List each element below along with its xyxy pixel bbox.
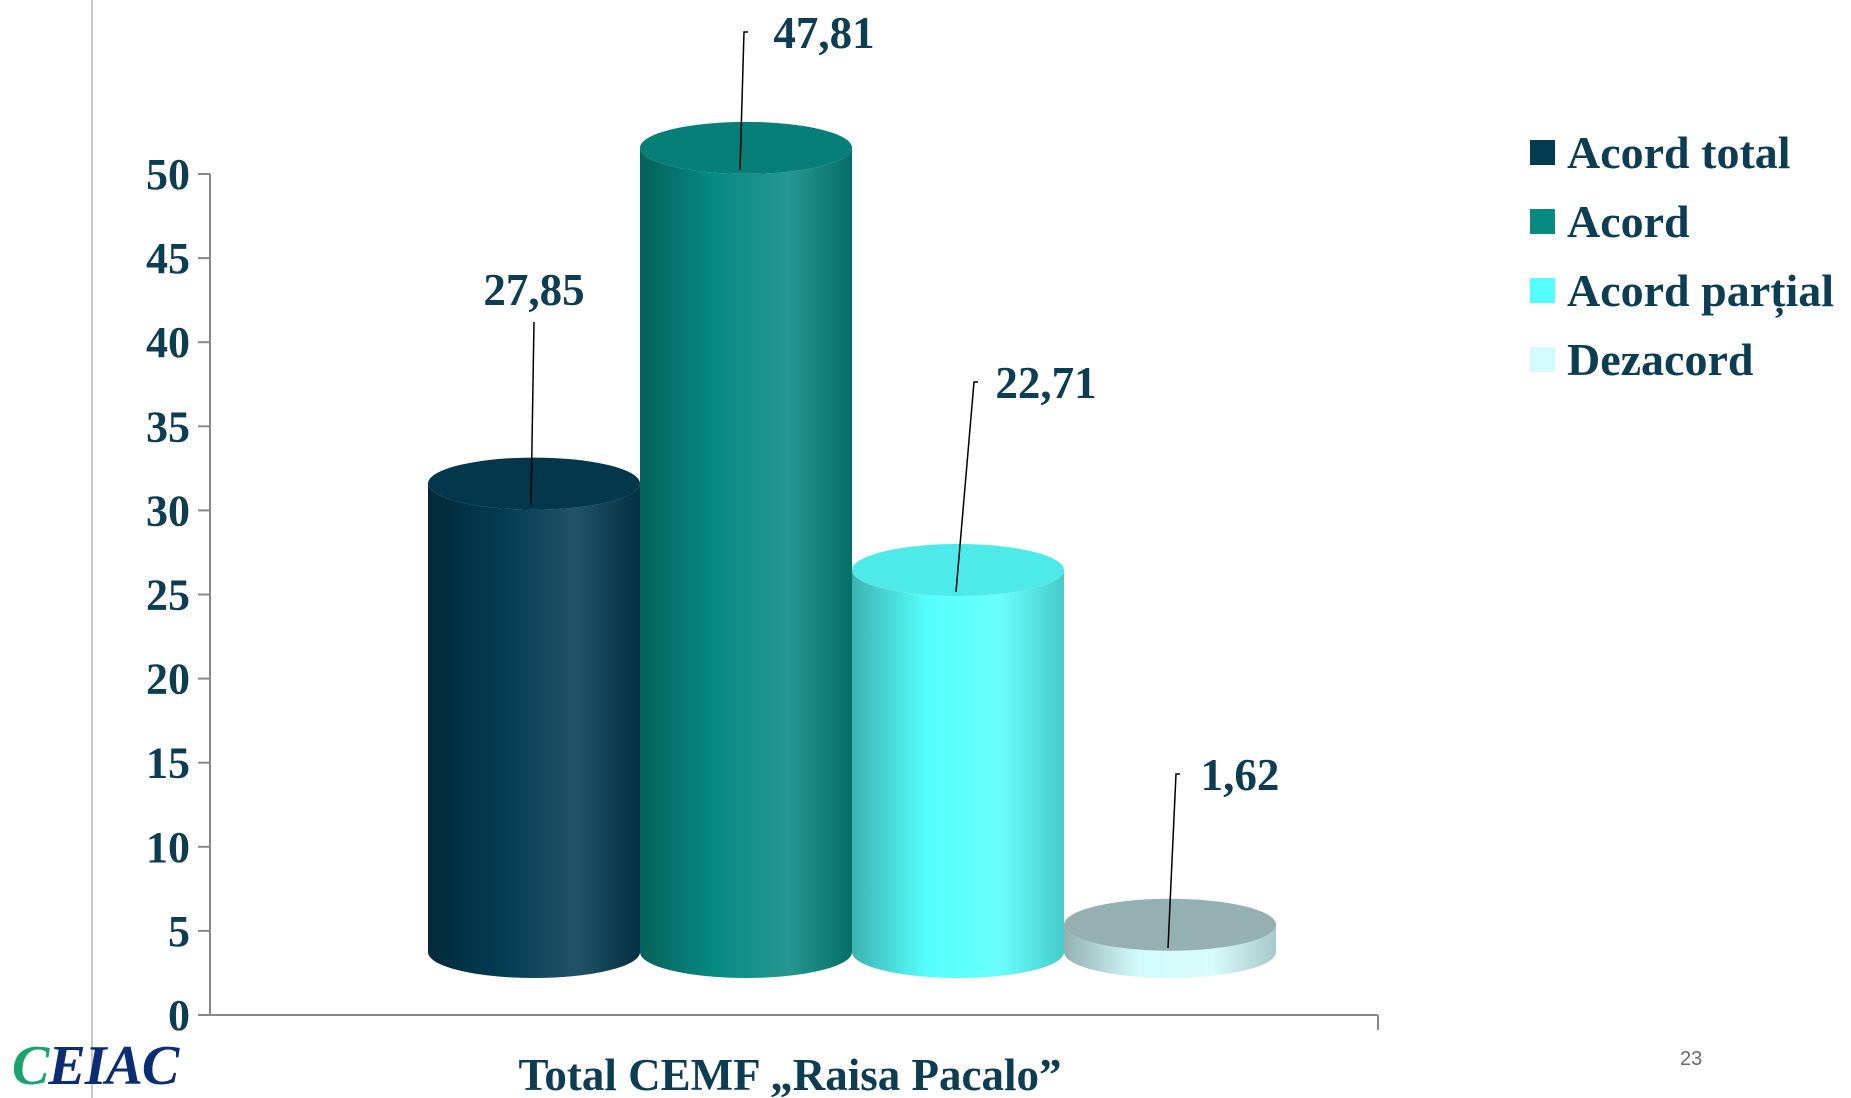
bar-body <box>1064 924 1276 978</box>
bar-top <box>1064 898 1276 951</box>
leader-line <box>1167 773 1180 949</box>
bar-top <box>640 121 852 174</box>
legend-swatch <box>1530 347 1555 372</box>
legend-item-acord-partial: Acord parțial <box>1530 256 1834 325</box>
legend-swatch <box>1530 140 1555 165</box>
legend-label: Acord parțial <box>1567 265 1835 316</box>
leader-line <box>530 321 535 506</box>
y-tick-label: 0 <box>168 991 190 1040</box>
bars: 27,85 47,81 22,71 1,62 <box>428 8 1279 978</box>
y-axis-ticks: 0 5 10 15 20 25 30 35 40 45 50 <box>146 150 210 1040</box>
data-label: 27,85 <box>483 265 584 315</box>
bar-body <box>852 570 1064 978</box>
y-tick-label: 30 <box>146 486 190 535</box>
leader-line <box>739 31 748 171</box>
data-label: 47,81 <box>773 8 874 58</box>
bar-acord: 47,81 <box>640 8 875 978</box>
ceiac-logo: CEIAC <box>12 1035 179 1097</box>
bar-acord-par-ial: 22,71 <box>852 358 1097 978</box>
data-label: 22,71 <box>995 358 1096 408</box>
legend: Acord total Acord Acord parțial Dezacord <box>1530 118 1834 394</box>
x-axis-label: Total CEMF „Raisa Pacalo” <box>519 1050 1062 1098</box>
y-tick-label: 5 <box>168 907 190 956</box>
legend-item-dezacord: Dezacord <box>1530 325 1834 394</box>
y-tick-label: 45 <box>146 234 190 283</box>
legend-swatch <box>1530 209 1555 234</box>
data-label: 1,62 <box>1201 750 1280 800</box>
legend-label: Acord <box>1567 196 1690 247</box>
bar-dezacord: 1,62 <box>1064 750 1279 978</box>
bar-body <box>640 147 852 978</box>
bar-top <box>428 457 640 510</box>
legend-swatch <box>1530 278 1555 303</box>
leader-line <box>955 381 978 593</box>
legend-label: Dezacord <box>1567 334 1754 385</box>
legend-item-acord: Acord <box>1530 187 1834 256</box>
y-tick-label: 20 <box>146 655 190 704</box>
page-number: 23 <box>1680 1048 1703 1070</box>
y-tick-label: 15 <box>146 739 190 788</box>
y-tick-label: 10 <box>146 823 190 872</box>
legend-item-acord-total: Acord total <box>1530 118 1834 187</box>
legend-label: Acord total <box>1567 127 1791 178</box>
y-tick-label: 50 <box>146 150 190 199</box>
bar-body <box>428 483 640 978</box>
y-tick-label: 40 <box>146 318 190 367</box>
y-tick-label: 25 <box>146 571 190 620</box>
y-tick-label: 35 <box>146 402 190 451</box>
bar-acord-total: 27,85 <box>428 265 640 978</box>
